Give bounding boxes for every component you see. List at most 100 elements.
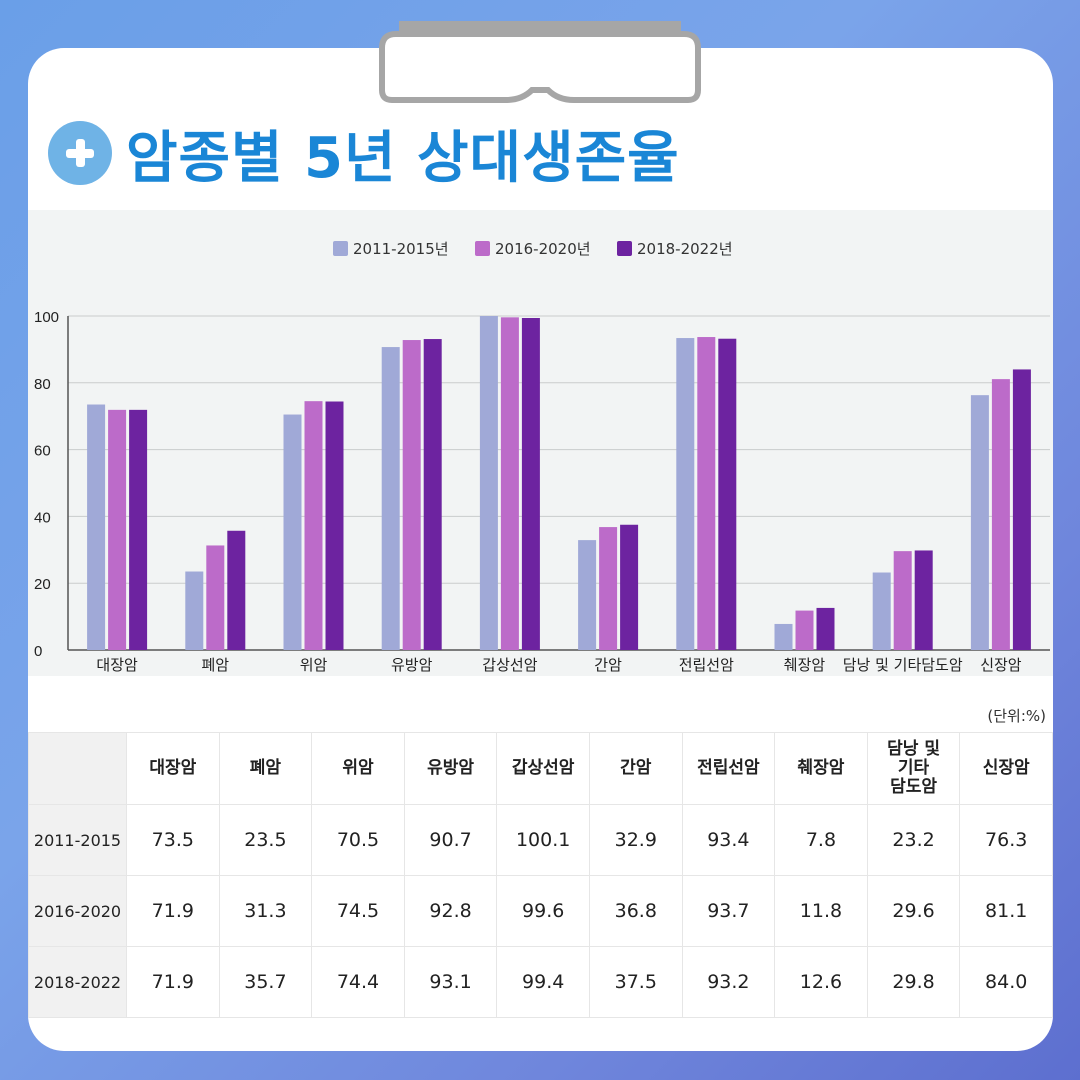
table-header: 신장암 (959, 732, 1053, 805)
bar-간암-2016-2020년 (599, 527, 618, 650)
title-row: 암종별 5년 상대생존율 (48, 118, 680, 191)
x-tick-label: 유방암 (391, 656, 433, 674)
table-row-label: 2011-2015 (28, 804, 127, 876)
table-cell: 12.6 (774, 946, 868, 1018)
bar-간암-2018-2022년 (620, 524, 639, 650)
bar-폐암-2011-2015년 (185, 571, 204, 650)
x-tick-label: 신장암 (980, 656, 1022, 674)
page-title: 암종별 5년 상대생존율 (126, 125, 680, 191)
survival-table: 대장암 폐암 위암 유방암 갑상선암 간암 전립선암 췌장암 담낭 및 기타 담… (28, 732, 1053, 1018)
table-cell: 93.1 (403, 946, 498, 1018)
bar-폐암-2018-2022년 (227, 530, 246, 650)
table-cell: 74.5 (311, 875, 405, 947)
bar-담낭 및 기타담도암-2018-2022년 (914, 550, 933, 650)
table-header-row: 대장암 폐암 위암 유방암 갑상선암 간암 전립선암 췌장암 담낭 및 기타 담… (28, 732, 1053, 805)
table-cell: 31.3 (218, 875, 313, 947)
y-tick-label: 0 (34, 643, 42, 660)
bar-위암-2018-2022년 (325, 401, 344, 650)
bar-담낭 및 기타담도암-2011-2015년 (872, 572, 891, 650)
y-tick-label: 40 (34, 509, 51, 526)
y-tick-label: 20 (34, 576, 51, 593)
table-header-line: 담낭 및 (887, 739, 940, 759)
bar-위암-2011-2015년 (283, 414, 302, 650)
x-tick-label: 췌장암 (784, 656, 826, 674)
bar-유방암-2016-2020년 (402, 340, 421, 650)
bar-전립선암-2018-2022년 (718, 338, 737, 650)
table-row-label: 2018-2022 (28, 946, 127, 1018)
bar-chart: 0 20 40 60 80 100 대장암 폐암 위암 유방암 갑상선암 간암 전립선암 췌장암 담낭 및 … (34, 240, 1050, 674)
bar-유방암-2011-2015년 (381, 347, 400, 650)
table-cell: 100.1 (496, 804, 590, 876)
table-cell: 90.7 (403, 804, 498, 876)
bar-유방암-2018-2022년 (423, 339, 442, 650)
table-cell: 23.2 (866, 804, 961, 876)
table-cell: 93.4 (681, 804, 776, 876)
table-cell: 35.7 (218, 946, 313, 1018)
table-cell: 74.4 (311, 946, 405, 1018)
table-cell: 11.8 (774, 875, 868, 947)
table-cell: 29.6 (866, 875, 961, 947)
table-row-label: 2016-2020 (28, 875, 127, 947)
x-tick-label: 폐암 (201, 656, 229, 674)
table-header: 간암 (588, 732, 683, 805)
bar-신장암-2011-2015년 (970, 395, 989, 650)
bar-신장암-2016-2020년 (991, 379, 1010, 650)
bar-췌장암-2018-2022년 (816, 607, 835, 650)
y-tick-label: 80 (34, 376, 51, 393)
bar-대장암-2018-2022년 (129, 409, 148, 650)
x-tick-label: 담낭 및 기타담도암 (843, 656, 963, 674)
bar-전립선암-2011-2015년 (676, 338, 695, 650)
bar-췌장암-2016-2020년 (795, 610, 814, 650)
table-cell: 71.9 (126, 946, 220, 1018)
table-row: 2018-2022 71.9 35.7 74.4 93.1 99.4 37.5 93.2 12.… (28, 946, 1053, 1018)
bar-폐암-2016-2020년 (206, 545, 225, 650)
table-cell: 32.9 (588, 804, 683, 876)
clipboard-clip-icon (379, 31, 701, 103)
table-header: 갑상선암 (496, 732, 590, 805)
table-cell: 93.2 (681, 946, 776, 1018)
table-cell: 7.8 (774, 804, 868, 876)
table-corner-cell (28, 732, 127, 805)
table-header: 담낭 및 기타 담도암 (866, 732, 961, 805)
plus-circle-icon (48, 121, 112, 185)
table-cell: 36.8 (588, 875, 683, 947)
bar-대장암-2011-2015년 (87, 404, 106, 650)
table-cell: 76.3 (959, 804, 1053, 876)
table-cell: 29.8 (866, 946, 961, 1018)
y-tick-label: 60 (34, 443, 51, 460)
table-cell: 93.7 (681, 875, 776, 947)
table-cell: 23.5 (218, 804, 313, 876)
unit-label: (단위:%) (987, 707, 1046, 725)
table-row: 2016-2020 71.9 31.3 74.5 92.8 99.6 36.8 93.7 11.… (28, 875, 1053, 947)
table-cell: 84.0 (959, 946, 1053, 1018)
table-cell: 99.4 (496, 946, 590, 1018)
table-header: 유방암 (403, 732, 498, 805)
x-tick-label: 위암 (300, 656, 328, 674)
table-header: 위암 (311, 732, 405, 805)
table-header: 대장암 (126, 732, 220, 805)
table-header: 췌장암 (774, 732, 868, 805)
x-tick-label: 대장암 (96, 656, 138, 674)
legend-swatch (617, 241, 632, 256)
table-header: 전립선암 (681, 732, 776, 805)
bar-전립선암-2016-2020년 (697, 337, 716, 650)
x-tick-label: 갑상선암 (482, 656, 537, 674)
bar-갑상선암-2018-2022년 (521, 318, 540, 650)
table-cell: 81.1 (959, 875, 1053, 947)
legend-label: 2018-2022년 (637, 240, 733, 258)
table-cell: 70.5 (311, 804, 405, 876)
bar-대장암-2016-2020년 (108, 409, 127, 650)
legend-swatch (333, 241, 348, 256)
x-tick-label: 전립선암 (679, 656, 734, 674)
bar-췌장암-2011-2015년 (774, 623, 793, 650)
bar-갑상선암-2016-2020년 (500, 317, 519, 650)
legend-label: 2016-2020년 (495, 240, 591, 258)
legend-swatch (475, 241, 490, 256)
legend-label: 2011-2015년 (353, 240, 449, 258)
table-cell: 71.9 (126, 875, 220, 947)
table-row: 2011-2015 73.5 23.5 70.5 90.7 100.1 32.9 93.4 7.… (28, 804, 1053, 876)
x-tick-label: 간암 (594, 656, 622, 674)
y-tick-label: 100 (34, 309, 59, 326)
bar-위암-2016-2020년 (304, 401, 323, 650)
table-header-line: 기타 (897, 758, 930, 778)
